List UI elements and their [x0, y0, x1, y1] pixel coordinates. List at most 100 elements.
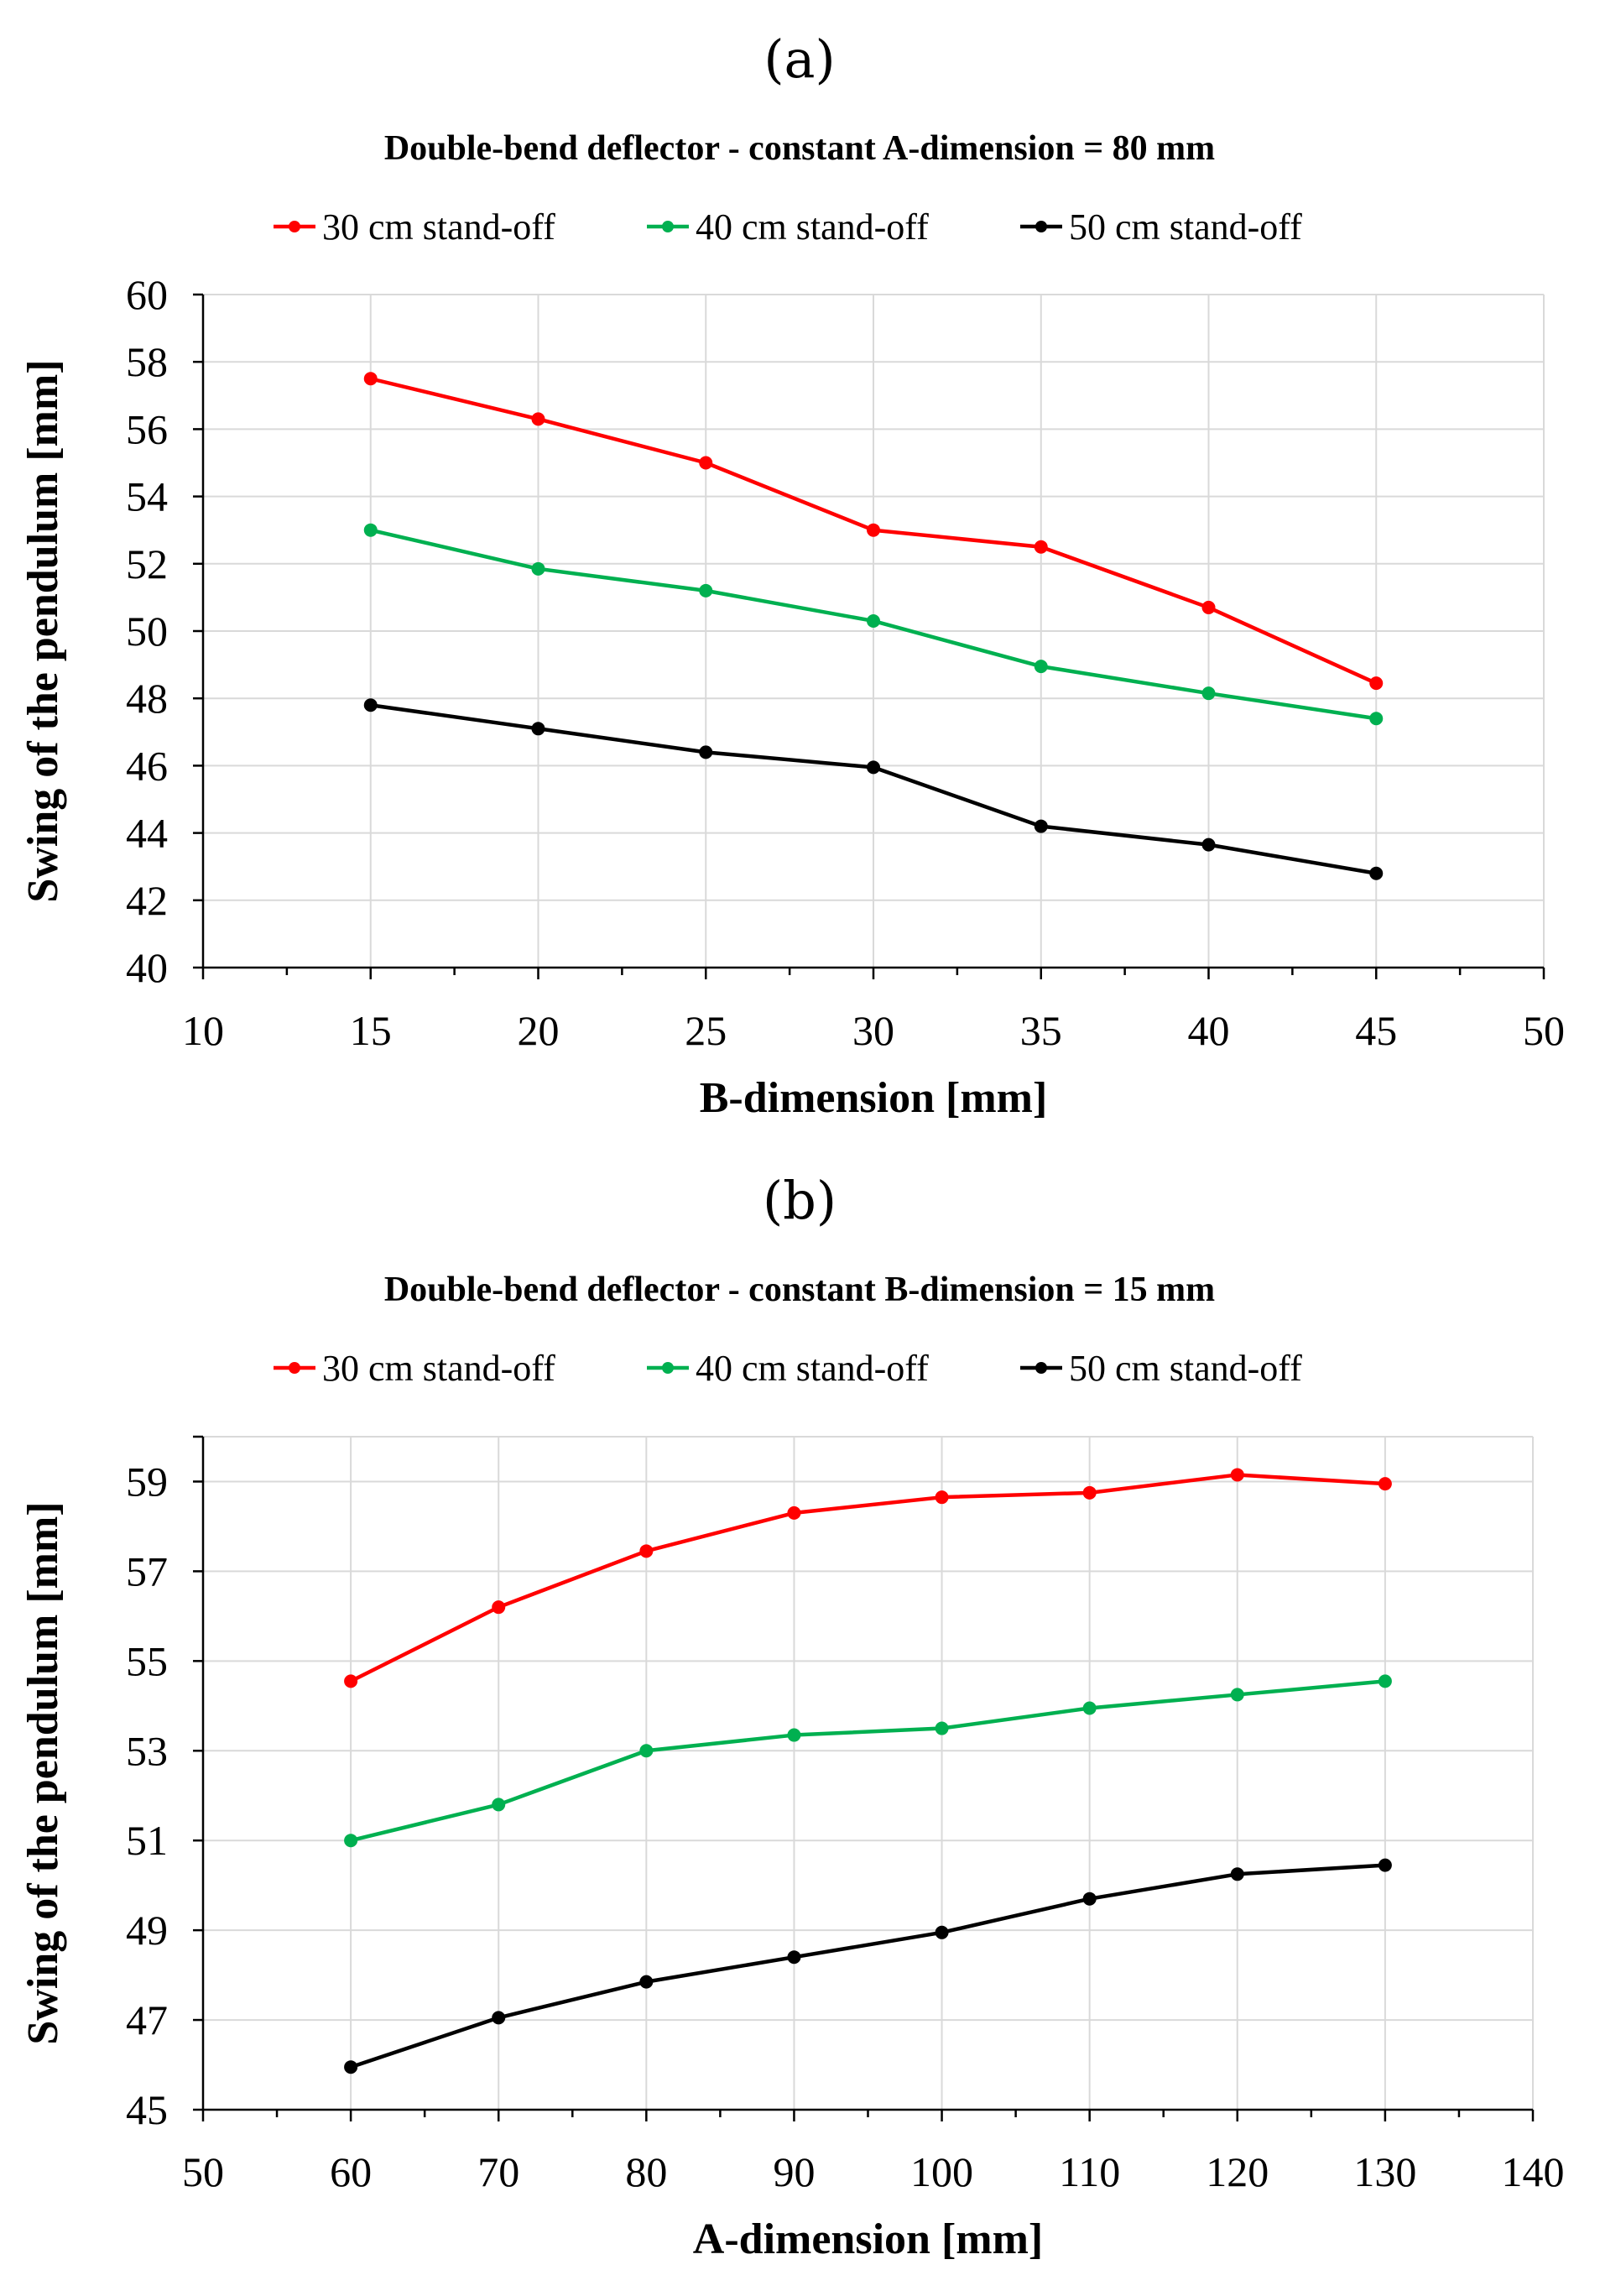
legend-swatch-marker [289, 221, 300, 232]
data-point [699, 456, 713, 470]
data-point [1369, 712, 1384, 726]
data-point [867, 760, 880, 775]
data-point [1082, 1701, 1097, 1715]
data-point [1201, 838, 1216, 852]
data-point [935, 1490, 949, 1505]
legend-label: 40 cm stand-off [696, 206, 929, 248]
x-tick-label: 70 [477, 2148, 519, 2195]
data-point [1369, 866, 1384, 880]
legend-swatch-marker [662, 1362, 674, 1374]
data-point [1230, 1688, 1244, 1702]
data-point [1201, 600, 1216, 614]
data-point [1034, 660, 1048, 674]
legend-swatch-marker [662, 221, 674, 232]
data-point [531, 412, 545, 426]
x-tick-label: 90 [773, 2148, 815, 2195]
data-point [1082, 1892, 1097, 1906]
series [344, 1468, 1392, 1688]
y-tick-label: 60 [126, 271, 168, 318]
legend-item: 30 cm stand-off [274, 1348, 555, 1389]
x-tick-label: 35 [1020, 1007, 1062, 1054]
x-tick-label: 110 [1059, 2148, 1120, 2195]
data-point [699, 745, 713, 759]
data-point [639, 1975, 654, 1989]
chart-panel-a: (a) Double-bend deflector - constant A-di… [19, 29, 1565, 1122]
series-line [350, 1679, 1386, 1843]
data-point [787, 1950, 801, 1965]
x-tick-label: 100 [910, 2148, 973, 2195]
legend-item: 40 cm stand-off [647, 206, 929, 248]
y-tick-label: 59 [126, 1458, 168, 1505]
legend-item: 40 cm stand-off [647, 1348, 929, 1389]
x-tick-label: 80 [625, 2148, 667, 2195]
data-point [1034, 540, 1048, 554]
series [344, 1858, 1392, 2074]
x-tick-label: 15 [350, 1007, 392, 1054]
data-point [699, 583, 713, 597]
data-point [935, 1721, 949, 1735]
series [363, 523, 1384, 726]
x-axis-title: B-dimension [mm] [700, 1074, 1048, 1122]
y-axis-title: Swing of the pendulum [mm] [19, 359, 67, 902]
data-point [344, 1674, 358, 1688]
data-point [492, 1798, 506, 1812]
data-point [867, 613, 880, 628]
data-point [363, 523, 378, 537]
x-tick-label: 130 [1353, 2148, 1416, 2195]
legend: 30 cm stand-off 40 cm stand-off 50 cm stan… [274, 206, 1302, 248]
x-tick-label: 40 [1188, 1007, 1230, 1054]
data-point [1378, 1477, 1392, 1491]
data-point [935, 1925, 949, 1939]
series [363, 698, 1384, 880]
legend-swatch-marker [1035, 1362, 1047, 1374]
data-point [787, 1505, 801, 1520]
y-tick-label: 42 [126, 877, 168, 924]
data-point [531, 561, 545, 576]
y-tick-label: 48 [126, 675, 168, 722]
chart-title: Double-bend deflector - constant B-dimen… [384, 1271, 1215, 1309]
y-tick-label: 40 [126, 944, 168, 991]
x-tick-label: 120 [1206, 2148, 1269, 2195]
y-tick-label: 56 [126, 405, 168, 452]
panel-label: (b) [763, 1170, 836, 1231]
legend-swatch-marker [1035, 221, 1047, 232]
y-tick-label: 52 [126, 540, 168, 587]
x-tick-label: 20 [518, 1007, 560, 1054]
legend-label: 30 cm stand-off [322, 1348, 555, 1389]
chart-panel-b: (b) Double-bend deflector - constant B-di… [19, 1170, 1565, 2263]
x-tick-label: 140 [1502, 2148, 1565, 2195]
data-point [1369, 676, 1384, 691]
y-tick-label: 46 [126, 742, 168, 789]
y-tick-label: 55 [126, 1637, 168, 1684]
legend-label: 40 cm stand-off [696, 1348, 929, 1389]
legend-item: 30 cm stand-off [274, 206, 555, 248]
gridlines [203, 1436, 1534, 2110]
x-tick-label: 50 [182, 2148, 224, 2195]
data-point [639, 1544, 654, 1558]
data-point [787, 1728, 801, 1742]
legend: 30 cm stand-off 40 cm stand-off 50 cm stan… [274, 1348, 1302, 1389]
data-point [1378, 1674, 1392, 1688]
data-point [492, 1600, 506, 1615]
y-tick-label: 44 [126, 810, 168, 857]
data-point [363, 698, 378, 712]
x-tick-label: 45 [1355, 1007, 1397, 1054]
data-point [344, 1834, 358, 1848]
data-point [1230, 1867, 1244, 1881]
series [363, 372, 1384, 691]
legend-swatch-marker [289, 1362, 300, 1374]
data-point [867, 523, 880, 537]
data-point [1230, 1468, 1244, 1482]
data-point [1082, 1485, 1097, 1500]
x-tick-label: 25 [685, 1007, 727, 1054]
legend-label: 30 cm stand-off [322, 206, 555, 248]
legend-item: 50 cm stand-off [1020, 206, 1302, 248]
data-point [639, 1744, 654, 1758]
y-tick-label: 57 [126, 1547, 168, 1594]
x-tick-label: 50 [1523, 1007, 1565, 1054]
y-axis-title: Swing of the pendulum [mm] [19, 1501, 67, 2044]
y-tick-label: 53 [126, 1727, 168, 1774]
y-tick-label: 50 [126, 608, 168, 655]
series-line [350, 1863, 1386, 2069]
